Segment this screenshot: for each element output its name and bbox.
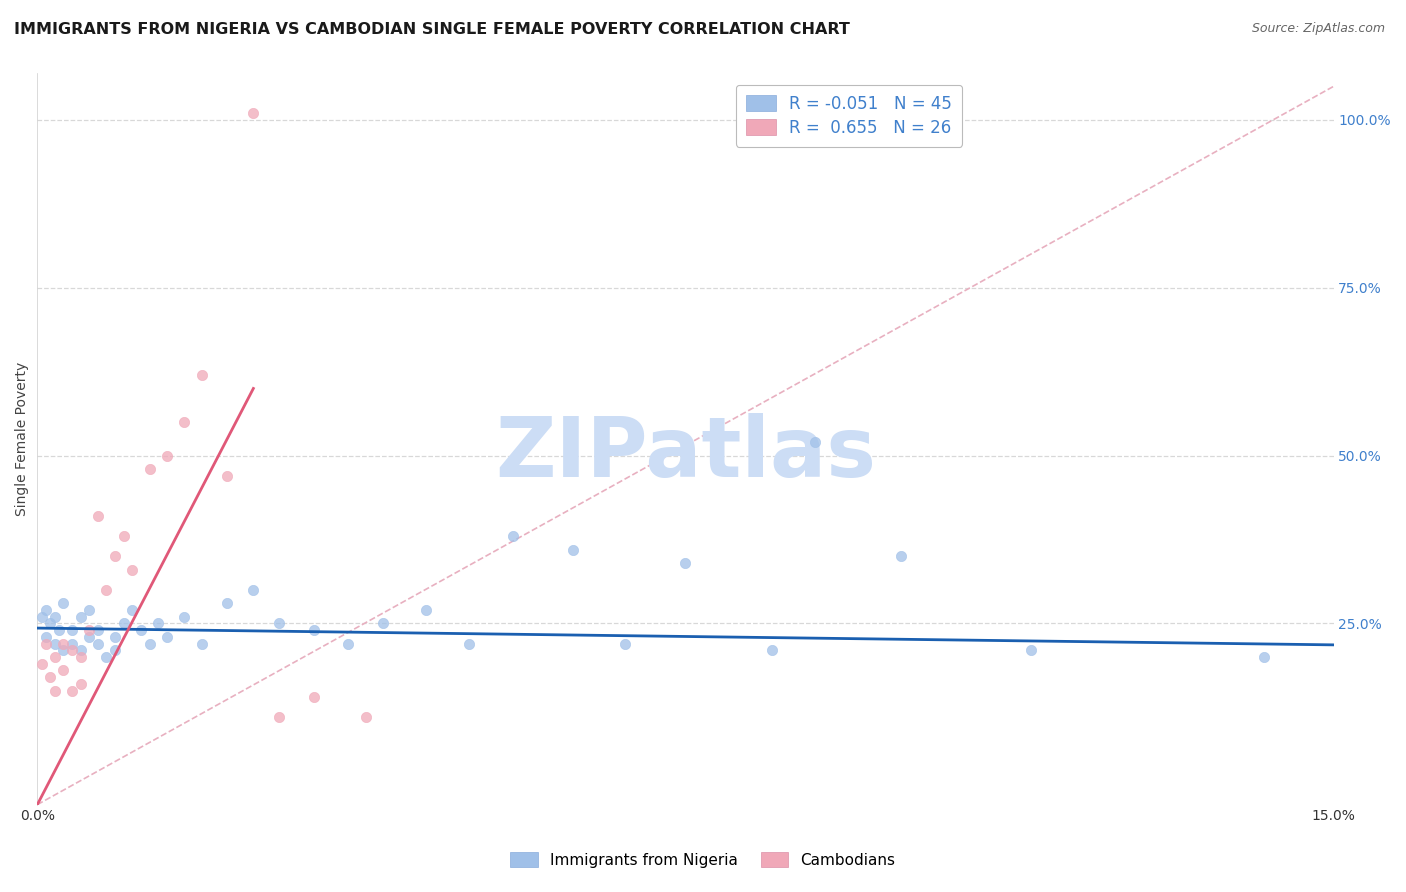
Point bbox=[112, 616, 135, 631]
Point bbox=[415, 603, 437, 617]
Legend: Immigrants from Nigeria, Cambodians: Immigrants from Nigeria, Cambodians bbox=[505, 846, 901, 873]
Point bbox=[60, 623, 83, 637]
Legend: R = -0.051   N = 45, R =  0.655   N = 26: R = -0.051 N = 45, R = 0.655 N = 26 bbox=[737, 85, 962, 147]
Point bbox=[96, 649, 118, 664]
Text: Source: ZipAtlas.com: Source: ZipAtlas.com bbox=[1251, 22, 1385, 36]
Point bbox=[39, 616, 62, 631]
Point bbox=[562, 542, 585, 557]
Point bbox=[60, 636, 83, 650]
Point bbox=[52, 636, 75, 650]
Point bbox=[217, 468, 239, 483]
Point bbox=[156, 630, 179, 644]
Point bbox=[173, 415, 195, 429]
Point bbox=[302, 623, 325, 637]
Point bbox=[87, 636, 110, 650]
Point bbox=[458, 636, 481, 650]
Point bbox=[35, 603, 58, 617]
Point bbox=[148, 616, 170, 631]
Point bbox=[31, 609, 53, 624]
Point bbox=[804, 435, 827, 450]
Point bbox=[190, 368, 212, 382]
Point bbox=[269, 616, 291, 631]
Point bbox=[44, 683, 66, 698]
Point bbox=[104, 643, 127, 657]
Point bbox=[371, 616, 394, 631]
Text: IMMIGRANTS FROM NIGERIA VS CAMBODIAN SINGLE FEMALE POVERTY CORRELATION CHART: IMMIGRANTS FROM NIGERIA VS CAMBODIAN SIN… bbox=[14, 22, 851, 37]
Point bbox=[337, 636, 360, 650]
Point bbox=[269, 710, 291, 724]
Point bbox=[52, 664, 75, 678]
Point bbox=[121, 563, 143, 577]
Point bbox=[121, 603, 143, 617]
Point bbox=[613, 636, 636, 650]
Point bbox=[52, 596, 75, 610]
Point bbox=[217, 596, 239, 610]
Point bbox=[60, 683, 83, 698]
Point bbox=[77, 623, 100, 637]
Point bbox=[104, 630, 127, 644]
Point bbox=[890, 549, 912, 564]
Point bbox=[48, 623, 70, 637]
Point bbox=[69, 643, 91, 657]
Point bbox=[35, 636, 58, 650]
Point bbox=[44, 609, 66, 624]
Point bbox=[1253, 649, 1275, 664]
Point bbox=[87, 623, 110, 637]
Point bbox=[242, 106, 264, 120]
Point bbox=[138, 462, 160, 476]
Point bbox=[77, 630, 100, 644]
Point bbox=[173, 609, 195, 624]
Point bbox=[242, 582, 264, 597]
Point bbox=[502, 529, 524, 543]
Point bbox=[104, 549, 127, 564]
Point bbox=[69, 677, 91, 691]
Point bbox=[96, 582, 118, 597]
Point bbox=[761, 643, 783, 657]
Point bbox=[87, 508, 110, 523]
Point bbox=[44, 636, 66, 650]
Y-axis label: Single Female Poverty: Single Female Poverty bbox=[15, 361, 30, 516]
Point bbox=[138, 636, 160, 650]
Point bbox=[190, 636, 212, 650]
Point bbox=[77, 603, 100, 617]
Point bbox=[35, 630, 58, 644]
Point bbox=[1019, 643, 1042, 657]
Point bbox=[302, 690, 325, 705]
Point bbox=[39, 670, 62, 684]
Text: ZIPatlas: ZIPatlas bbox=[495, 413, 876, 494]
Point bbox=[69, 649, 91, 664]
Point bbox=[112, 529, 135, 543]
Point bbox=[52, 643, 75, 657]
Point bbox=[31, 657, 53, 671]
Point bbox=[60, 643, 83, 657]
Point bbox=[673, 556, 696, 570]
Point bbox=[354, 710, 377, 724]
Point bbox=[44, 649, 66, 664]
Point bbox=[69, 609, 91, 624]
Point bbox=[129, 623, 152, 637]
Point bbox=[156, 449, 179, 463]
